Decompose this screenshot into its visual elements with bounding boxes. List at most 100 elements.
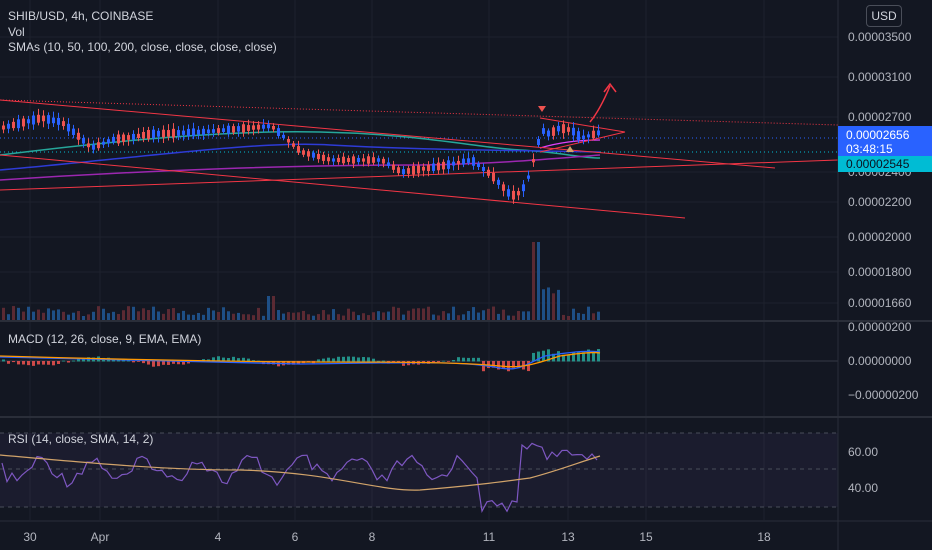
- candle-body: [277, 128, 280, 136]
- volume-bar: [537, 242, 540, 320]
- volume-bar: [322, 310, 325, 320]
- volume-bar: [22, 311, 25, 320]
- candle-body: [512, 190, 515, 200]
- candle-body: [497, 179, 500, 185]
- volume-bar: [127, 306, 130, 320]
- macd-histogram-bar: [62, 360, 65, 362]
- candle-body: [57, 117, 60, 125]
- macd-pane[interactable]: [0, 349, 838, 372]
- macd-axis[interactable]: 0.00000200 0.00000000 −0.00000200: [848, 320, 919, 402]
- candle-body: [222, 128, 225, 132]
- volume-bar: [482, 310, 485, 320]
- candle-body: [462, 158, 465, 165]
- volume-bar: [167, 309, 170, 320]
- countdown-label: 03:48:15: [846, 142, 893, 156]
- candle-body: [72, 128, 75, 135]
- price-tick: 0.00002700: [848, 110, 912, 124]
- volume-bar: [217, 311, 220, 320]
- volume-bar: [267, 296, 270, 320]
- last-price-label-bg: [838, 126, 932, 156]
- volume-bar: [582, 313, 585, 320]
- candle-body: [572, 127, 575, 136]
- macd-histogram-bar: [67, 361, 70, 363]
- candle-body: [357, 157, 360, 163]
- candle-body: [362, 158, 365, 162]
- volume-bar: [592, 313, 595, 320]
- candlesticks[interactable]: [2, 108, 600, 204]
- macd-histogram-bar: [247, 358, 250, 362]
- candle-body: [527, 175, 530, 179]
- symbol-legend[interactable]: SHIB/USD, 4h, COINBASE: [8, 9, 154, 23]
- candle-body: [332, 158, 335, 162]
- volume-bar: [292, 312, 295, 320]
- candle-body: [452, 161, 455, 166]
- volume-bar: [567, 315, 570, 320]
- rsi-legend[interactable]: RSI (14, close, SMA, 14, 2): [8, 432, 154, 446]
- trendline: [539, 131, 626, 153]
- macd-histogram-bar: [462, 357, 465, 362]
- candle-body: [567, 127, 570, 132]
- rsi-axis[interactable]: 60.00 40.00: [848, 445, 878, 495]
- volume-bar: [357, 315, 360, 320]
- candle-body: [77, 132, 80, 140]
- date-axis[interactable]: 30 Apr 4 6 8 11 13 15 18: [23, 530, 771, 544]
- candle-body: [142, 131, 145, 139]
- macd-histogram-bar: [512, 361, 515, 368]
- sma-line: [539, 139, 601, 149]
- volume-bar: [232, 313, 235, 320]
- macd-histogram-bar: [237, 358, 240, 362]
- candle-body: [12, 121, 15, 129]
- macd-histogram-bar: [47, 361, 50, 365]
- volume-bar: [177, 313, 180, 320]
- candle-body: [487, 169, 490, 176]
- candle-body: [417, 165, 420, 174]
- candle-body: [42, 115, 45, 122]
- macd-histogram-bar: [592, 352, 595, 362]
- macd-histogram-bar: [292, 361, 295, 365]
- candle-body: [192, 128, 195, 137]
- sma-legend[interactable]: SMAs (10, 50, 100, 200, close, close, cl…: [8, 40, 277, 54]
- volume-bars: [2, 242, 600, 320]
- volume-bar: [47, 308, 50, 320]
- rsi-pane[interactable]: [0, 432, 838, 513]
- volume-bar: [67, 314, 70, 320]
- rsi-line: [1, 442, 598, 513]
- candle-body: [187, 128, 190, 137]
- volume-bar: [82, 315, 85, 320]
- candle-body: [377, 158, 380, 162]
- price-tick: 0.00003500: [848, 30, 912, 44]
- price-axis[interactable]: 0.00003500 0.00003100 0.00002700 0.00002…: [838, 30, 932, 310]
- candle-body: [472, 157, 475, 166]
- date-label: 11: [483, 530, 496, 544]
- macd-histogram-bar: [332, 358, 335, 362]
- candle-body: [542, 128, 545, 134]
- volume-bar: [212, 310, 215, 320]
- volume-bar: [207, 307, 210, 320]
- candle-body: [502, 184, 505, 191]
- candle-body: [447, 160, 450, 169]
- candle-body: [217, 128, 220, 133]
- price-tick: 0.00002200: [848, 195, 912, 209]
- currency-button[interactable]: USD: [866, 5, 902, 27]
- volume-bar: [392, 306, 395, 320]
- volume-bar: [242, 314, 245, 320]
- macd-histogram-bar: [517, 361, 520, 369]
- macd-histogram-bar: [377, 360, 380, 362]
- volume-bar: [562, 314, 565, 320]
- macd-legend[interactable]: MACD (12, 26, close, 9, EMA, EMA): [8, 332, 202, 346]
- volume-bar: [32, 311, 35, 320]
- candle-body: [387, 162, 390, 166]
- volume-bar: [77, 311, 80, 320]
- sma-price-label-bg: [838, 156, 932, 172]
- volume-bar: [517, 311, 520, 320]
- forecast-arrowhead: [603, 82, 617, 93]
- candle-body: [67, 123, 70, 132]
- candle-body: [52, 117, 55, 124]
- volume-legend[interactable]: Vol: [8, 25, 25, 39]
- candle-body: [182, 130, 185, 135]
- trendline: [0, 99, 776, 169]
- dotted-trendline: [0, 99, 839, 126]
